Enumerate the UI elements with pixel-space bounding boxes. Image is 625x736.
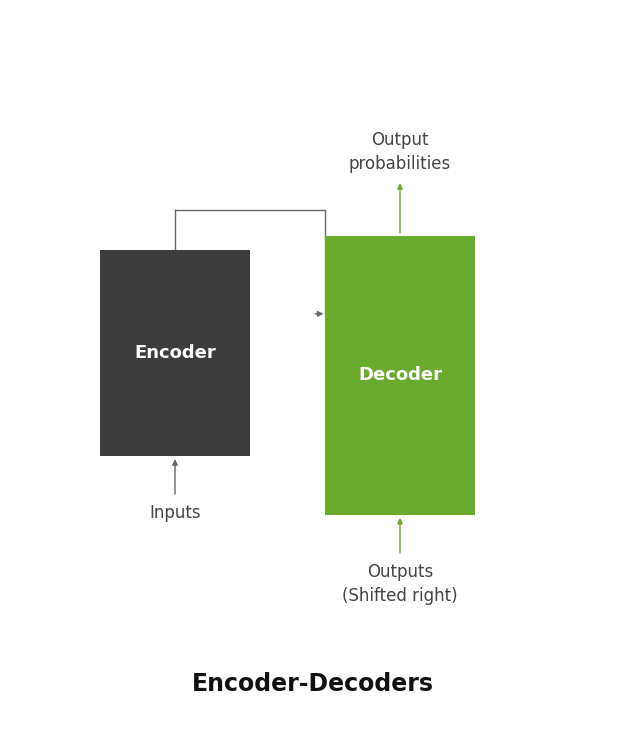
Bar [100,250,250,456]
Text: Decoder: Decoder [358,367,442,384]
Text: Encoder-Decoders: Encoder-Decoders [191,673,434,696]
Text: Encoder: Encoder [134,344,216,362]
Bar [325,236,475,515]
Text: Output
probabilities: Output probabilities [349,131,451,173]
Text: Outputs
(Shifted right): Outputs (Shifted right) [342,563,457,605]
Text: Inputs: Inputs [149,504,201,522]
